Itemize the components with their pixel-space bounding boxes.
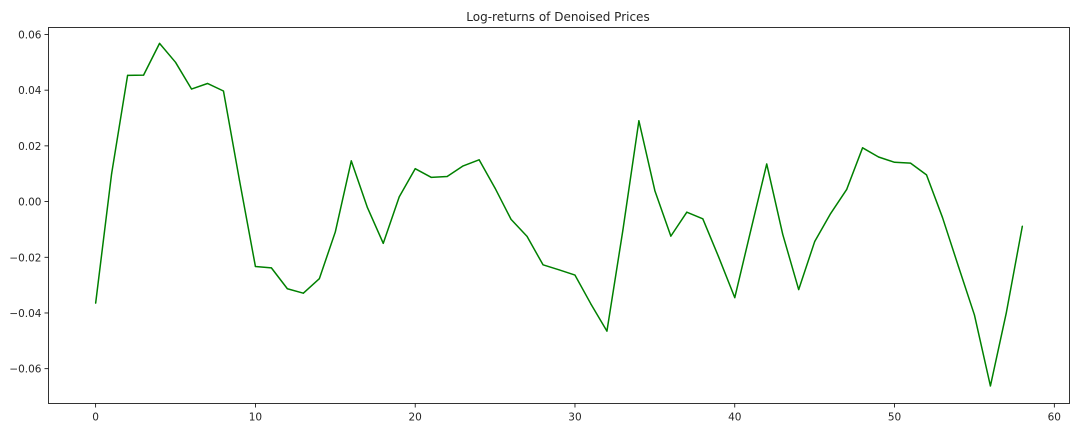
data-point xyxy=(830,212,832,215)
data-point xyxy=(254,265,257,268)
data-point xyxy=(734,297,736,299)
data-point xyxy=(126,74,129,77)
data-point xyxy=(95,302,97,304)
data-point xyxy=(222,90,225,92)
data-point xyxy=(654,190,656,192)
data-point xyxy=(702,218,704,220)
data-point xyxy=(957,265,960,268)
plot-frame xyxy=(48,27,1070,404)
y-tick-label: −0.04 xyxy=(9,308,41,320)
data-point xyxy=(814,241,816,243)
x-tick-label: 40 xyxy=(728,412,741,424)
data-point xyxy=(158,42,161,44)
data-point xyxy=(877,156,880,158)
data-point xyxy=(111,173,113,175)
data-point xyxy=(526,235,528,237)
data-point xyxy=(478,159,480,161)
data-point xyxy=(782,233,784,235)
data-point xyxy=(206,82,209,85)
data-point xyxy=(318,278,320,280)
data-point xyxy=(334,231,336,233)
data-point xyxy=(606,330,608,332)
data-point xyxy=(670,235,672,237)
x-tick-label: 0 xyxy=(92,412,99,424)
data-point xyxy=(494,187,496,189)
data-point xyxy=(542,264,544,266)
data-point xyxy=(798,288,800,291)
data-point xyxy=(590,303,592,305)
y-tick-label: −0.02 xyxy=(9,252,41,264)
data-point xyxy=(622,229,624,231)
data-point xyxy=(366,206,368,208)
data-point xyxy=(382,242,384,244)
y-tick-label: 0.00 xyxy=(18,197,41,209)
data-point xyxy=(989,385,992,387)
data-point xyxy=(302,292,304,294)
data-point xyxy=(446,175,448,178)
data-point xyxy=(1021,225,1023,227)
data-point xyxy=(398,196,400,198)
data-point xyxy=(846,188,848,191)
data-point xyxy=(973,314,976,316)
x-tick-label: 60 xyxy=(1048,412,1061,424)
data-point xyxy=(238,179,241,181)
data-point xyxy=(190,88,193,90)
chart-title: Log-returns of Denoised Prices xyxy=(466,10,649,24)
data-point xyxy=(861,147,864,149)
data-point xyxy=(750,229,752,232)
data-point xyxy=(462,165,464,167)
data-point xyxy=(686,211,688,213)
data-point xyxy=(350,160,352,162)
series-line xyxy=(94,42,1024,387)
data-point xyxy=(414,168,416,170)
data-point xyxy=(909,162,912,164)
data-point xyxy=(941,216,944,219)
x-tick-label: 50 xyxy=(888,412,901,424)
data-point xyxy=(270,267,272,269)
y-tick-label: 0.02 xyxy=(18,141,41,153)
data-point xyxy=(174,61,177,63)
y-tick-label: −0.06 xyxy=(9,364,41,376)
data-point xyxy=(574,274,576,276)
x-tick-label: 20 xyxy=(409,412,422,424)
data-point xyxy=(893,161,896,163)
data-point xyxy=(925,174,928,176)
data-point xyxy=(1005,311,1007,314)
data-point xyxy=(638,120,640,122)
data-point xyxy=(430,176,432,178)
data-point xyxy=(286,288,288,290)
data-point xyxy=(510,218,512,220)
data-point xyxy=(142,74,145,76)
x-tick-label: 10 xyxy=(249,412,262,424)
data-point xyxy=(558,269,560,271)
x-tick-label: 30 xyxy=(568,412,581,424)
y-tick-label: 0.04 xyxy=(18,85,42,97)
data-point xyxy=(766,163,768,165)
data-point xyxy=(718,256,720,258)
y-tick-label: 0.06 xyxy=(18,29,42,41)
